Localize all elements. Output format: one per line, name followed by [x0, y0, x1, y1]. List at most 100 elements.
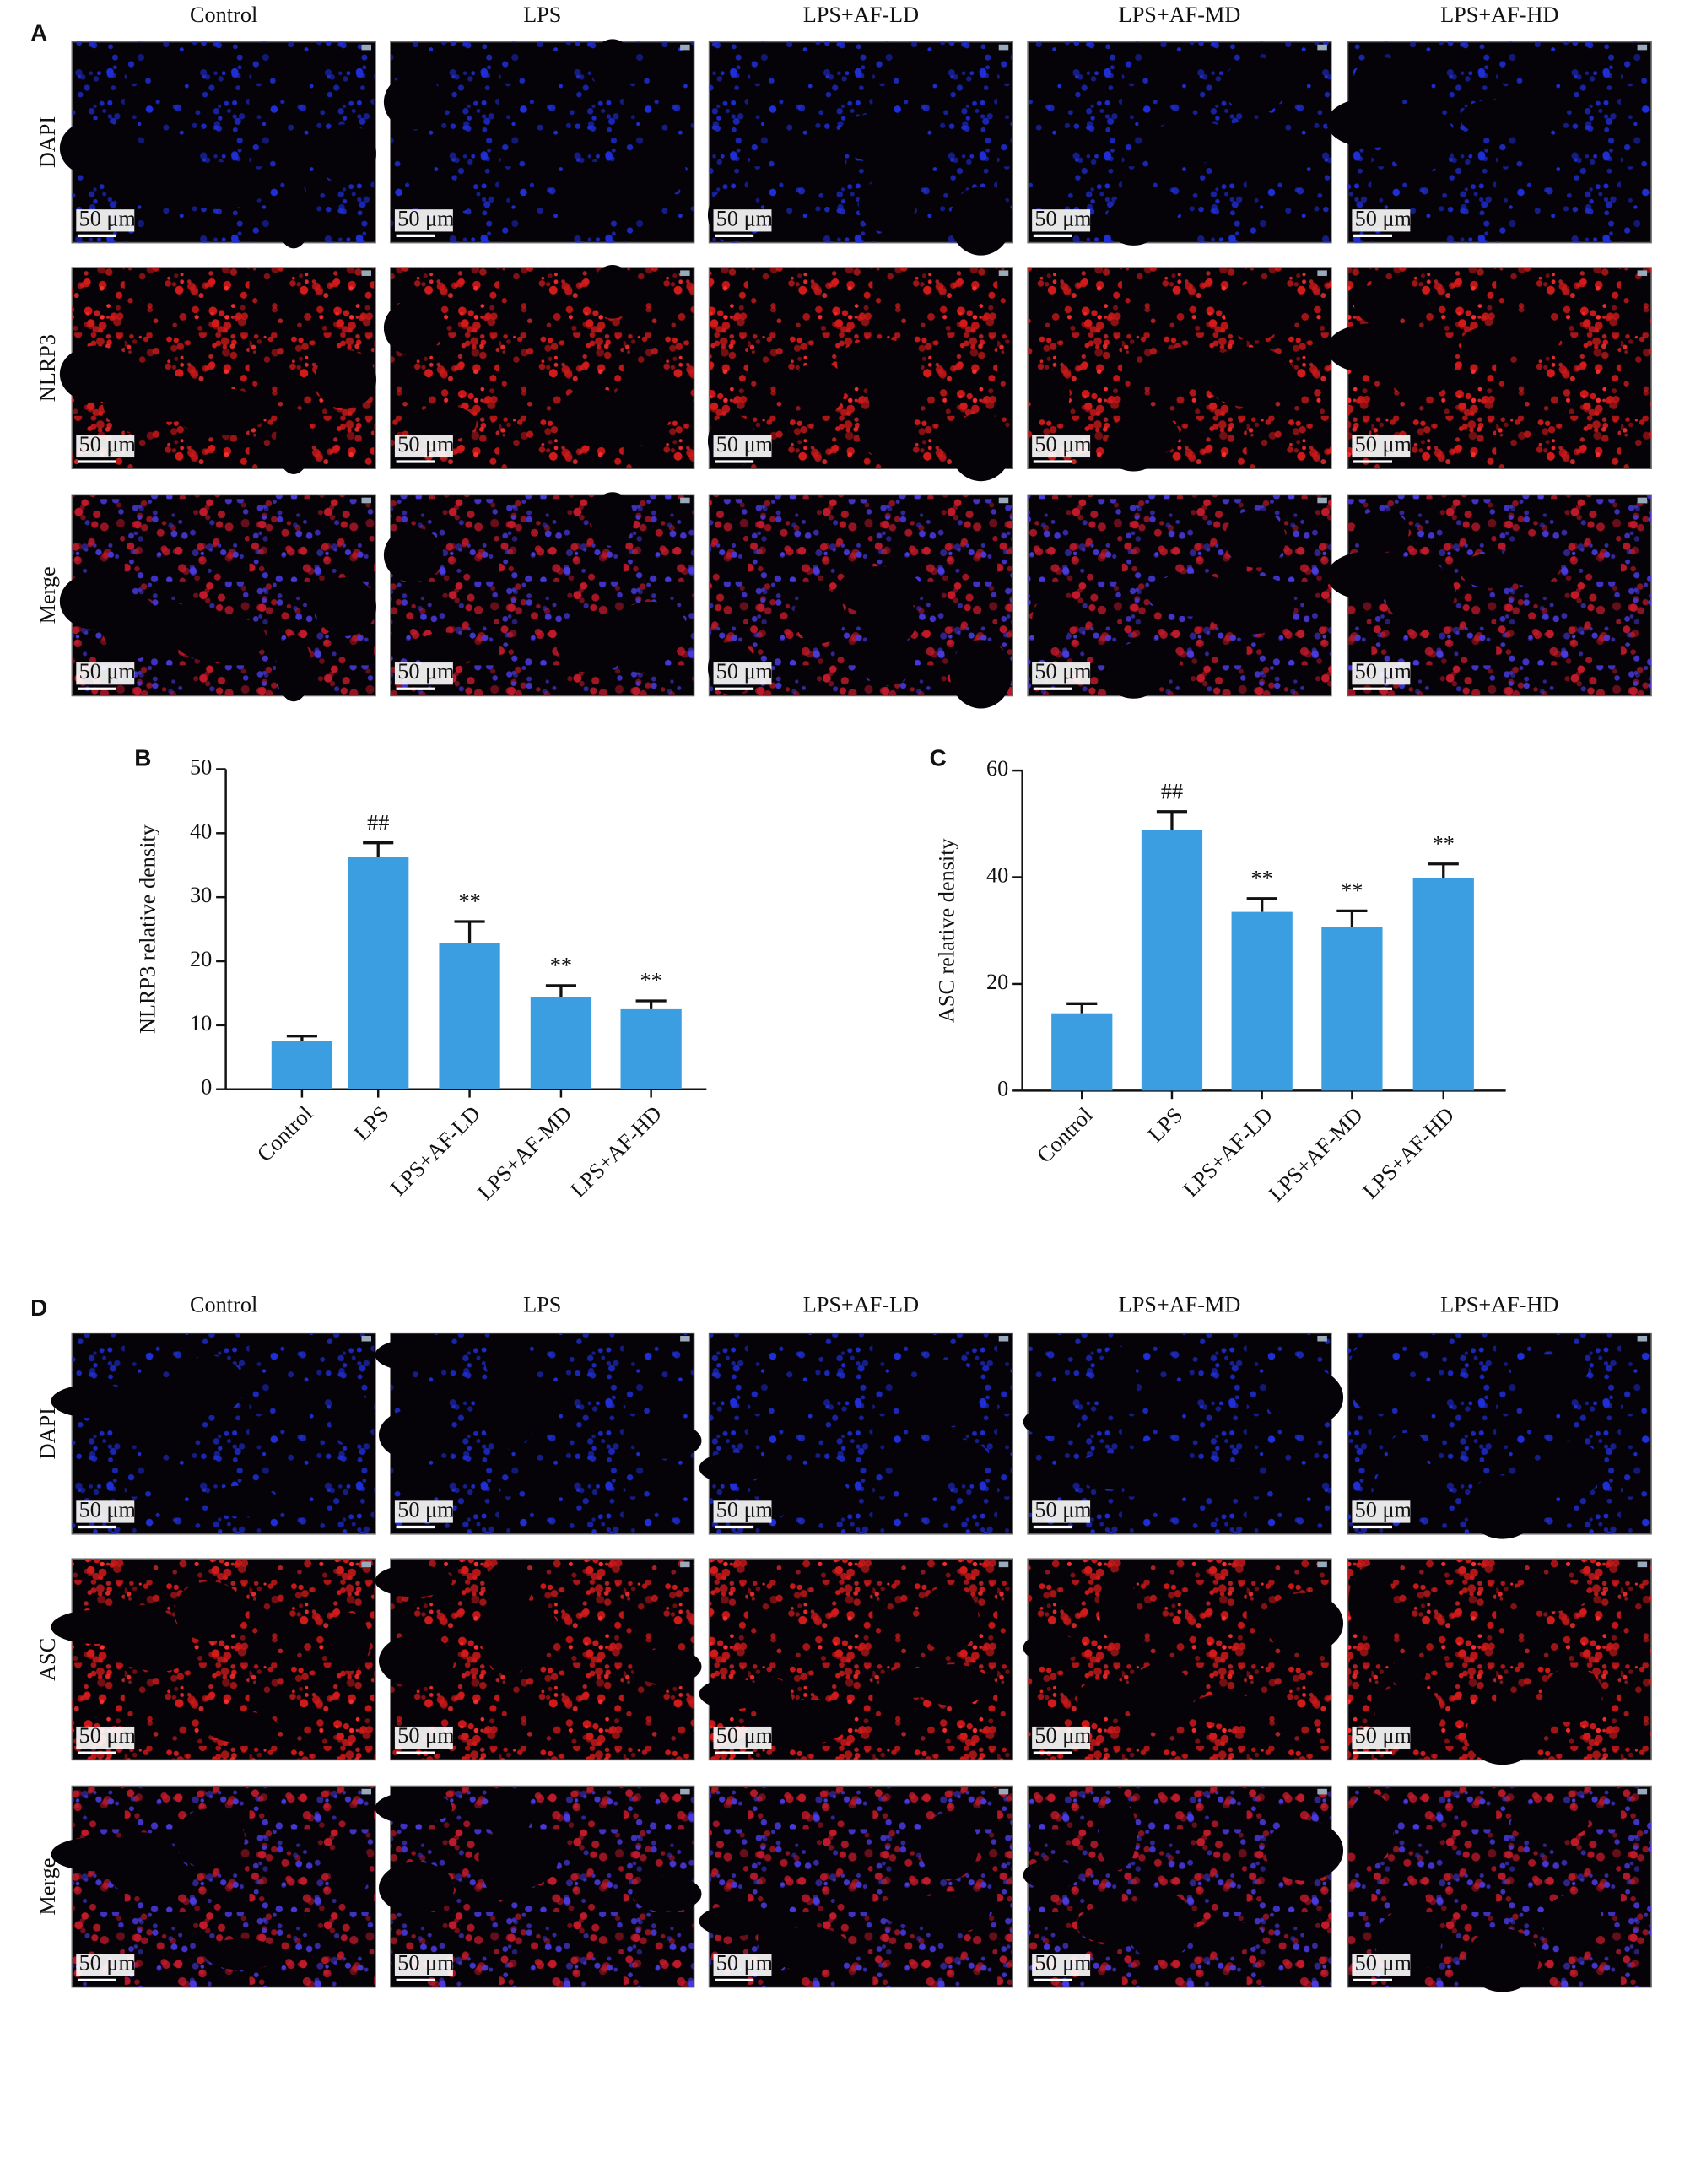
corner-mark	[361, 44, 372, 51]
scale-bar-label: 50 μm	[1034, 206, 1092, 230]
significance: **	[1251, 866, 1273, 890]
scale-bar-label: 50 μm	[1034, 1950, 1092, 1975]
bar	[1412, 878, 1474, 1091]
corner-mark	[361, 497, 372, 504]
x-tick-label: LPS+AF-MD	[1264, 1103, 1368, 1207]
scale-bar-box	[1352, 1726, 1411, 1749]
alveolus	[174, 1355, 245, 1415]
scale-bar-box	[394, 662, 453, 685]
alveolus	[383, 74, 444, 130]
scale-bar-box	[394, 1726, 453, 1749]
corner-mark	[680, 1561, 690, 1568]
scale-bar-box	[1032, 1726, 1091, 1749]
corner-mark	[998, 1788, 1009, 1795]
bar	[348, 857, 409, 1089]
scale-bar-label: 50 μm	[1355, 1723, 1412, 1748]
alveolus	[1099, 1571, 1137, 1643]
scale-bar-box	[713, 435, 772, 458]
significance: **	[458, 889, 480, 914]
column-label: LPS+AF-HD	[1440, 1293, 1558, 1317]
alveolus	[1099, 1798, 1137, 1871]
scale-bar-box	[394, 1500, 453, 1523]
scale-bar-label: 50 μm	[397, 1723, 455, 1748]
corner-mark	[680, 1335, 690, 1342]
alveolus	[1510, 1808, 1589, 1839]
alveolus	[315, 577, 376, 636]
alveolus	[1385, 107, 1455, 172]
alveolus	[1265, 1820, 1344, 1881]
row-label: Merge	[35, 566, 60, 624]
scale-bar-box	[76, 1954, 135, 1976]
scale-bar-box	[713, 1500, 772, 1523]
alveolus	[699, 1679, 766, 1710]
corner-mark	[1637, 497, 1648, 504]
alveolus	[315, 124, 376, 183]
scale-bar-box	[1352, 209, 1411, 232]
panel-letter: B	[134, 744, 151, 770]
alveolus	[858, 404, 915, 459]
panel-letter: D	[30, 1295, 47, 1321]
scale-bar-label: 50 μm	[1355, 1497, 1412, 1522]
alveolus	[949, 412, 1012, 482]
row-label: ASC	[35, 1638, 60, 1681]
corner-mark	[361, 1561, 372, 1568]
scale-bar-label: 50 μm	[1355, 1950, 1412, 1975]
alveolus	[879, 1894, 948, 1926]
bar	[439, 943, 500, 1089]
alveolus	[1542, 1894, 1603, 1950]
alveolus	[1031, 369, 1070, 421]
alveolus	[173, 615, 267, 662]
alveolus	[102, 141, 162, 207]
scale-bar-box	[1032, 209, 1091, 232]
alveolus	[556, 387, 630, 446]
x-tick-label: LPS	[349, 1101, 393, 1145]
alveolus	[1385, 560, 1455, 625]
scale-bar-box	[1032, 1500, 1091, 1523]
alveolus	[1265, 1367, 1344, 1428]
column-label: LPS	[523, 1293, 561, 1317]
bar	[1231, 911, 1293, 1091]
significance: ##	[1161, 779, 1183, 803]
corner-mark	[1317, 1561, 1327, 1568]
x-tick-label: LPS	[1143, 1103, 1187, 1147]
y-tick-label: 0	[201, 1075, 212, 1100]
significance: **	[550, 954, 572, 978]
scale-bar-label: 50 μm	[79, 1950, 137, 1975]
alveolus	[919, 1360, 979, 1427]
scale-bar-box	[76, 209, 135, 232]
scale-bar-label: 50 μm	[1355, 206, 1412, 230]
alveolus	[375, 1565, 453, 1597]
alveolus	[174, 1808, 245, 1868]
scale-bar-box	[394, 1954, 453, 1976]
alveolus	[556, 161, 630, 220]
row-label: DAPI	[35, 116, 60, 168]
alveolus	[1077, 1906, 1137, 1943]
scale-bar-box	[1032, 1954, 1091, 1976]
scale-bar-label: 50 μm	[716, 432, 774, 457]
significance: **	[1433, 831, 1455, 856]
alveolus	[1126, 1890, 1194, 1960]
alveolus	[375, 1792, 453, 1825]
alveolus	[614, 149, 687, 200]
scale-bar-box	[713, 1726, 772, 1749]
x-tick-label: LPS+AF-HD	[1358, 1103, 1459, 1204]
alveolus	[1389, 1432, 1427, 1462]
y-tick-label: 60	[986, 756, 1008, 781]
column-label: LPS+AF-MD	[1119, 3, 1241, 27]
corner-mark	[1637, 44, 1648, 51]
scale-bar-label: 50 μm	[397, 206, 455, 230]
column-label: LPS+AF-HD	[1440, 3, 1558, 27]
alveolus	[383, 300, 444, 356]
corner-mark	[1637, 270, 1648, 276]
alveolus	[614, 374, 687, 426]
alveolus	[378, 1635, 455, 1687]
alveolus	[1385, 333, 1455, 398]
alveolus	[478, 1373, 559, 1436]
scale-bar-box	[76, 1500, 135, 1523]
alveolus	[699, 1452, 766, 1484]
scale-bar-box	[394, 209, 453, 232]
corner-mark	[680, 1788, 690, 1795]
corner-mark	[998, 270, 1009, 276]
significance: ##	[367, 810, 389, 835]
scale-bar-label: 50 μm	[716, 1723, 774, 1748]
